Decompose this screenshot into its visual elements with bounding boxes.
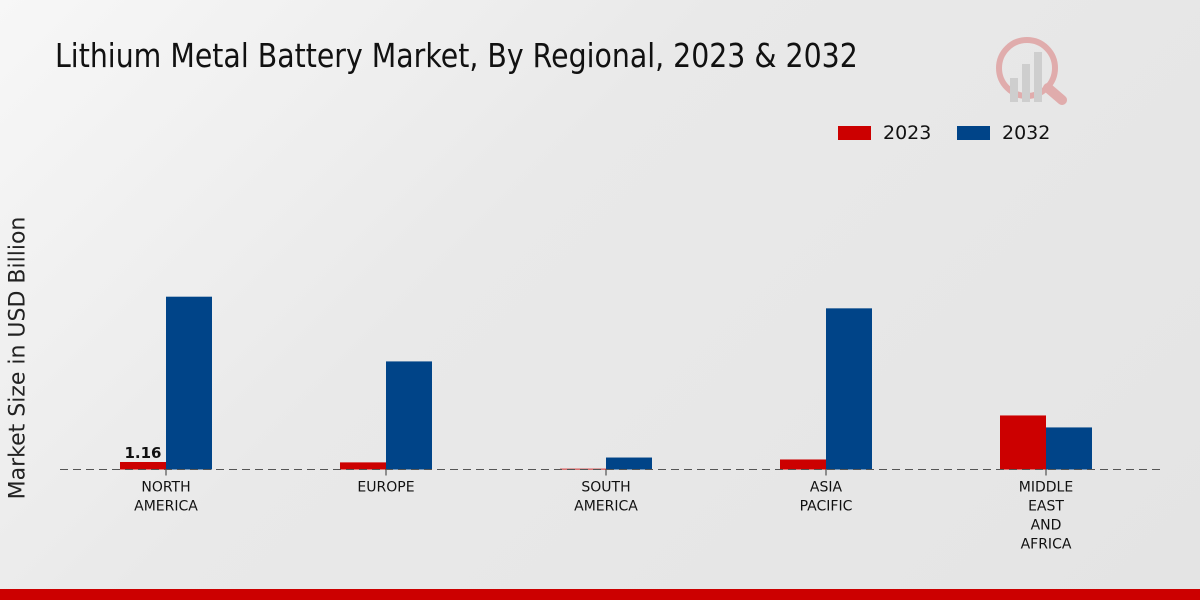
x-tick-label: EUROPE [357, 480, 414, 496]
bar-2032-0 [166, 296, 212, 470]
bar-2032-3 [826, 308, 872, 470]
bar-2032-4 [1046, 427, 1092, 470]
bar-2023-4 [1000, 415, 1046, 470]
legend-label-2023: 2023 [883, 122, 932, 144]
bar-2023-3 [780, 459, 826, 470]
chart-title: Lithium Metal Battery Market, By Regiona… [55, 36, 858, 75]
x-tick-label: SOUTH AMERICA [574, 480, 638, 515]
bar-2032-2 [606, 457, 652, 470]
bar-2032-1 [386, 361, 432, 470]
legend-item-2023: 2023 [838, 122, 931, 144]
legend-swatch-2032 [957, 126, 990, 140]
x-tick-label: ASIA PACIFIC [800, 480, 853, 515]
legend-label-2032: 2032 [1002, 122, 1051, 144]
x-tick-label: NORTH AMERICA [134, 480, 198, 515]
bottom-bar [0, 589, 1200, 600]
legend-swatch-2023 [838, 126, 871, 140]
legend-item-2032: 2032 [957, 122, 1050, 144]
bar-2023-1 [340, 462, 386, 470]
data-label: 1.16 [124, 444, 161, 462]
bar-2023-0 [120, 461, 166, 470]
x-tick-label: MIDDLE EAST AND AFRICA [1019, 480, 1073, 553]
